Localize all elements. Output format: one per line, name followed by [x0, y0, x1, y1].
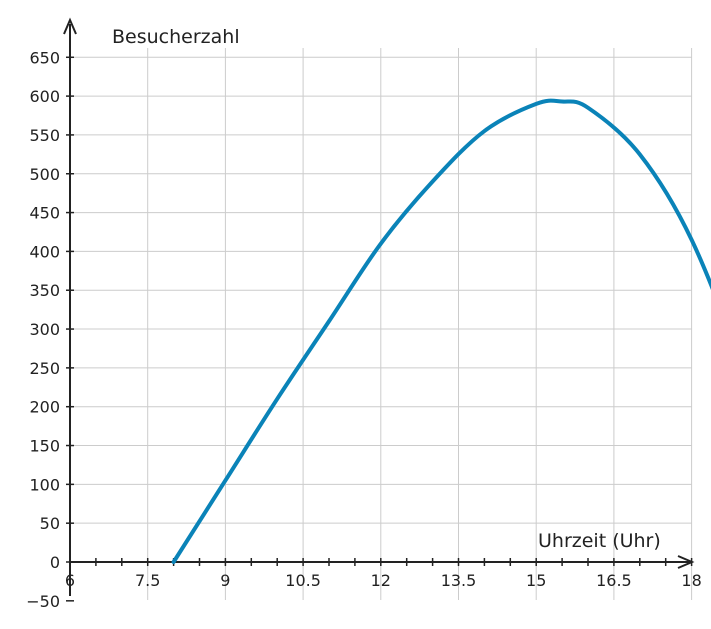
- x-tick-label: 9: [220, 571, 230, 590]
- y-tick-label: 450: [29, 204, 60, 223]
- x-tick-label: 6: [65, 571, 75, 590]
- axes: [63, 17, 695, 596]
- y-tick-label: 100: [29, 475, 60, 494]
- y-tick-label: −50: [26, 592, 60, 611]
- y-axis-arrow: [63, 17, 77, 35]
- x-tick-label: 13.5: [441, 571, 477, 590]
- y-tick-label: 0: [50, 553, 60, 572]
- y-tick-label: 350: [29, 281, 60, 300]
- y-tick-label: 250: [29, 359, 60, 378]
- y-tick-label: 150: [29, 437, 60, 456]
- y-tick-label: 500: [29, 165, 60, 184]
- series-line: [171, 98, 711, 564]
- x-tick-label: 10.5: [285, 571, 321, 590]
- y-tick-label: 550: [29, 126, 60, 145]
- x-tick-label: 7.5: [135, 571, 160, 590]
- y-tick-label: 300: [29, 320, 60, 339]
- y-tick-label: 650: [29, 48, 60, 67]
- x-tick-label: 15: [526, 571, 546, 590]
- y-tick-label: 400: [29, 242, 60, 261]
- x-tick-label: 16.5: [596, 571, 632, 590]
- x-tick-label: 12: [371, 571, 391, 590]
- y-tick-label: 600: [29, 87, 60, 106]
- x-tick-label: 18: [681, 571, 701, 590]
- y-tick-label: 200: [29, 398, 60, 417]
- y-axis-label: Besucherzahl: [112, 26, 240, 48]
- grid: [70, 48, 693, 600]
- y-tick-label: 50: [40, 514, 60, 533]
- ticks: 67.5910.51213.51516.51819.521−5005010015…: [26, 48, 702, 611]
- x-axis-label: Uhrzeit (Uhr): [538, 530, 661, 552]
